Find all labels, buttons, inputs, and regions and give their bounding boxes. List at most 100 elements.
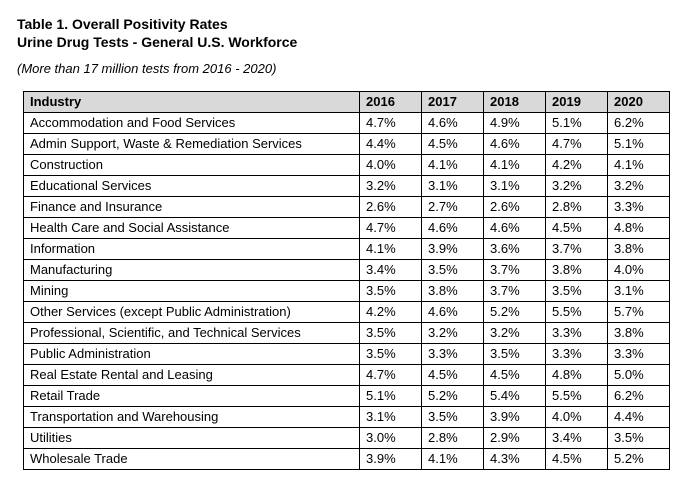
rate-cell: 3.5%: [483, 343, 546, 365]
table-row: Accommodation and Food Services 4.7% 4.6% 4…: [23, 112, 670, 134]
rate-cell: 3.8%: [545, 259, 608, 281]
table-note: (More than 17 million tests from 2016 - …: [17, 61, 277, 76]
rate-cell: 3.4%: [359, 259, 422, 281]
table-row: Wholesale Trade 3.9% 4.1% 4.3% 4.5% 5.2%: [23, 448, 670, 470]
rate-cell: 3.1%: [483, 175, 546, 197]
industry-cell: Utilities: [23, 427, 360, 449]
table-row: Educational Services 3.2% 3.1% 3.1% 3.2% 3.2%: [23, 175, 670, 197]
rate-cell: 5.7%: [607, 301, 670, 323]
rate-cell: 4.7%: [359, 364, 422, 386]
rate-cell: 4.1%: [359, 238, 422, 260]
industry-cell: Other Services (except Public Administra…: [23, 301, 360, 323]
industry-cell: Public Administration: [23, 343, 360, 365]
rate-cell: 3.5%: [607, 427, 670, 449]
rate-cell: 3.9%: [483, 406, 546, 428]
rate-cell: 2.6%: [359, 196, 422, 218]
rate-cell: 4.1%: [607, 154, 670, 176]
rate-cell: 3.1%: [607, 280, 670, 302]
rate-cell: 4.6%: [483, 217, 546, 239]
table-row: Public Administration 3.5% 3.3% 3.5% 3.3% 3.3…: [23, 343, 670, 365]
table-row: Real Estate Rental and Leasing 4.7% 4.5% 4.…: [23, 364, 670, 386]
rate-cell: 4.8%: [545, 364, 608, 386]
industry-cell: Information: [23, 238, 360, 260]
rate-cell: 4.6%: [421, 301, 484, 323]
rate-cell: 4.7%: [359, 217, 422, 239]
rate-cell: 3.2%: [607, 175, 670, 197]
industry-cell: Construction: [23, 154, 360, 176]
rate-cell: 3.5%: [359, 280, 422, 302]
rate-cell: 3.8%: [421, 280, 484, 302]
industry-cell: Wholesale Trade: [23, 448, 360, 470]
header-year: 2019: [545, 91, 608, 113]
rate-cell: 3.5%: [421, 406, 484, 428]
table-row: Health Care and Social Assistance 4.7% 4.6…: [23, 217, 670, 239]
positivity-rates-table: Industry 2016 2017 2018 2019 2020 Accomm…: [23, 91, 670, 470]
rate-cell: 3.5%: [421, 259, 484, 281]
table-row: Construction 4.0% 4.1% 4.1% 4.2% 4.1%: [23, 154, 670, 176]
rate-cell: 3.9%: [421, 238, 484, 260]
table-row: Retail Trade 5.1% 5.2% 5.4% 5.5% 6.2%: [23, 385, 670, 407]
table-row: Manufacturing 3.4% 3.5% 3.7% 3.8% 4.0%: [23, 259, 670, 281]
industry-cell: Admin Support, Waste & Remediation Servi…: [23, 133, 360, 155]
rate-cell: 4.5%: [421, 364, 484, 386]
industry-cell: Retail Trade: [23, 385, 360, 407]
rate-cell: 2.9%: [483, 427, 546, 449]
rate-cell: 3.2%: [421, 322, 484, 344]
rate-cell: 5.1%: [607, 133, 670, 155]
rate-cell: 4.0%: [545, 406, 608, 428]
header-row: Industry 2016 2017 2018 2019 2020: [23, 91, 670, 113]
rate-cell: 4.2%: [359, 301, 422, 323]
rate-cell: 3.3%: [607, 196, 670, 218]
rate-cell: 4.6%: [421, 217, 484, 239]
rate-cell: 5.0%: [607, 364, 670, 386]
rate-cell: 3.5%: [359, 343, 422, 365]
header-year: 2017: [421, 91, 484, 113]
rate-cell: 5.2%: [483, 301, 546, 323]
header-industry: Industry: [23, 91, 360, 113]
rate-cell: 4.5%: [545, 448, 608, 470]
table-row: Admin Support, Waste & Remediation Servi…: [23, 133, 670, 155]
industry-cell: Accommodation and Food Services: [23, 112, 360, 134]
rate-cell: 3.7%: [545, 238, 608, 260]
rate-cell: 3.3%: [545, 322, 608, 344]
table-row: Mining 3.5% 3.8% 3.7% 3.5% 3.1%: [23, 280, 670, 302]
rate-cell: 3.0%: [359, 427, 422, 449]
rate-cell: 5.1%: [545, 112, 608, 134]
rate-cell: 3.8%: [607, 238, 670, 260]
industry-cell: Educational Services: [23, 175, 360, 197]
table-row: Other Services (except Public Administra…: [23, 301, 670, 323]
rate-cell: 4.5%: [421, 133, 484, 155]
header-year: 2020: [607, 91, 670, 113]
rate-cell: 2.8%: [421, 427, 484, 449]
rate-cell: 4.5%: [545, 217, 608, 239]
header-year: 2018: [483, 91, 546, 113]
table-row: Transportation and Warehousing 3.1% 3.5% 3.…: [23, 406, 670, 428]
rate-cell: 4.7%: [545, 133, 608, 155]
rate-cell: 6.2%: [607, 385, 670, 407]
rate-cell: 4.4%: [359, 133, 422, 155]
rate-cell: 3.3%: [545, 343, 608, 365]
rate-cell: 4.5%: [483, 364, 546, 386]
rate-cell: 4.0%: [607, 259, 670, 281]
table-row: Information 4.1% 3.9% 3.6% 3.7% 3.8%: [23, 238, 670, 260]
rate-cell: 2.8%: [545, 196, 608, 218]
rate-cell: 3.7%: [483, 280, 546, 302]
rate-cell: 5.5%: [545, 301, 608, 323]
header-year: 2016: [359, 91, 422, 113]
table-row: Professional, Scientific, and Technical …: [23, 322, 670, 344]
table-row: Utilities 3.0% 2.8% 2.9% 3.4% 3.5%: [23, 427, 670, 449]
rate-cell: 3.1%: [359, 406, 422, 428]
rate-cell: 3.3%: [421, 343, 484, 365]
rate-cell: 3.2%: [359, 175, 422, 197]
rate-cell: 4.7%: [359, 112, 422, 134]
rate-cell: 4.1%: [483, 154, 546, 176]
rate-cell: 4.3%: [483, 448, 546, 470]
rate-cell: 4.6%: [483, 133, 546, 155]
table-subtitle: Urine Drug Tests - General U.S. Workforc…: [17, 34, 298, 50]
rate-cell: 4.4%: [607, 406, 670, 428]
rate-cell: 3.4%: [545, 427, 608, 449]
rate-cell: 3.5%: [359, 322, 422, 344]
rate-cell: 3.5%: [545, 280, 608, 302]
rate-cell: 4.1%: [421, 154, 484, 176]
industry-cell: Manufacturing: [23, 259, 360, 281]
